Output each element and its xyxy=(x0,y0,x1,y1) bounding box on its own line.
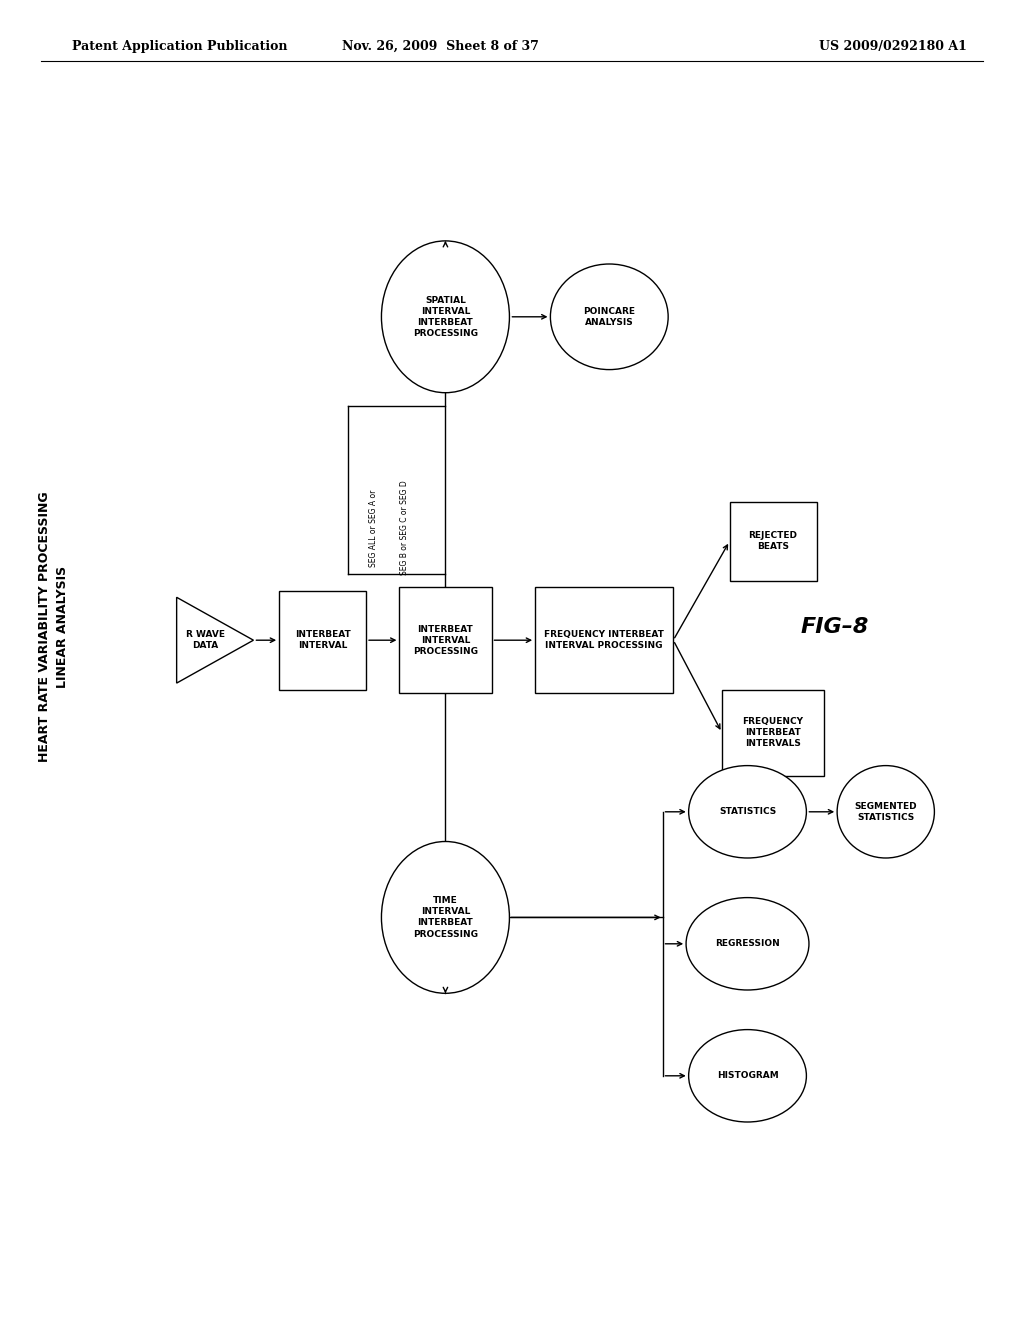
Text: STATISTICS: STATISTICS xyxy=(719,808,776,816)
FancyBboxPatch shape xyxy=(729,502,817,581)
Text: REGRESSION: REGRESSION xyxy=(715,940,780,948)
Text: POINCARE
ANALYSIS: POINCARE ANALYSIS xyxy=(584,306,635,327)
Text: SPATIAL
INTERVAL
INTERBEAT
PROCESSING: SPATIAL INTERVAL INTERBEAT PROCESSING xyxy=(413,296,478,338)
Text: TIME
INTERVAL
INTERBEAT
PROCESSING: TIME INTERVAL INTERBEAT PROCESSING xyxy=(413,896,478,939)
FancyBboxPatch shape xyxy=(722,689,824,776)
Text: SEG B or SEG C or SEG D: SEG B or SEG C or SEG D xyxy=(400,480,409,576)
Text: HEART RATE VARIABILITY PROCESSING
LINEAR ANALYSIS: HEART RATE VARIABILITY PROCESSING LINEAR… xyxy=(38,491,69,763)
Text: FREQUENCY
INTERBEAT
INTERVALS: FREQUENCY INTERBEAT INTERVALS xyxy=(742,717,804,748)
Ellipse shape xyxy=(381,842,510,994)
Ellipse shape xyxy=(838,766,935,858)
Ellipse shape xyxy=(551,264,668,370)
FancyBboxPatch shape xyxy=(535,587,674,693)
Text: INTERBEAT
INTERVAL: INTERBEAT INTERVAL xyxy=(295,630,350,651)
Text: INTERBEAT
INTERVAL
PROCESSING: INTERBEAT INTERVAL PROCESSING xyxy=(413,624,478,656)
Text: SEG ALL or SEG A or: SEG ALL or SEG A or xyxy=(370,490,378,566)
Text: FIG–8: FIG–8 xyxy=(801,616,868,638)
Ellipse shape xyxy=(688,766,807,858)
Text: Patent Application Publication: Patent Application Publication xyxy=(72,40,287,53)
Ellipse shape xyxy=(686,898,809,990)
Text: US 2009/0292180 A1: US 2009/0292180 A1 xyxy=(819,40,967,53)
FancyBboxPatch shape xyxy=(279,591,367,689)
Text: REJECTED
BEATS: REJECTED BEATS xyxy=(749,531,798,552)
Ellipse shape xyxy=(688,1030,807,1122)
Ellipse shape xyxy=(381,240,510,393)
Text: SEGMENTED
STATISTICS: SEGMENTED STATISTICS xyxy=(854,801,918,822)
Text: Nov. 26, 2009  Sheet 8 of 37: Nov. 26, 2009 Sheet 8 of 37 xyxy=(342,40,539,53)
FancyBboxPatch shape xyxy=(399,587,492,693)
Text: FREQUENCY INTERBEAT
INTERVAL PROCESSING: FREQUENCY INTERBEAT INTERVAL PROCESSING xyxy=(544,630,665,651)
Text: HISTOGRAM: HISTOGRAM xyxy=(717,1072,778,1080)
Polygon shape xyxy=(176,597,254,682)
Text: R WAVE
DATA: R WAVE DATA xyxy=(186,630,225,651)
